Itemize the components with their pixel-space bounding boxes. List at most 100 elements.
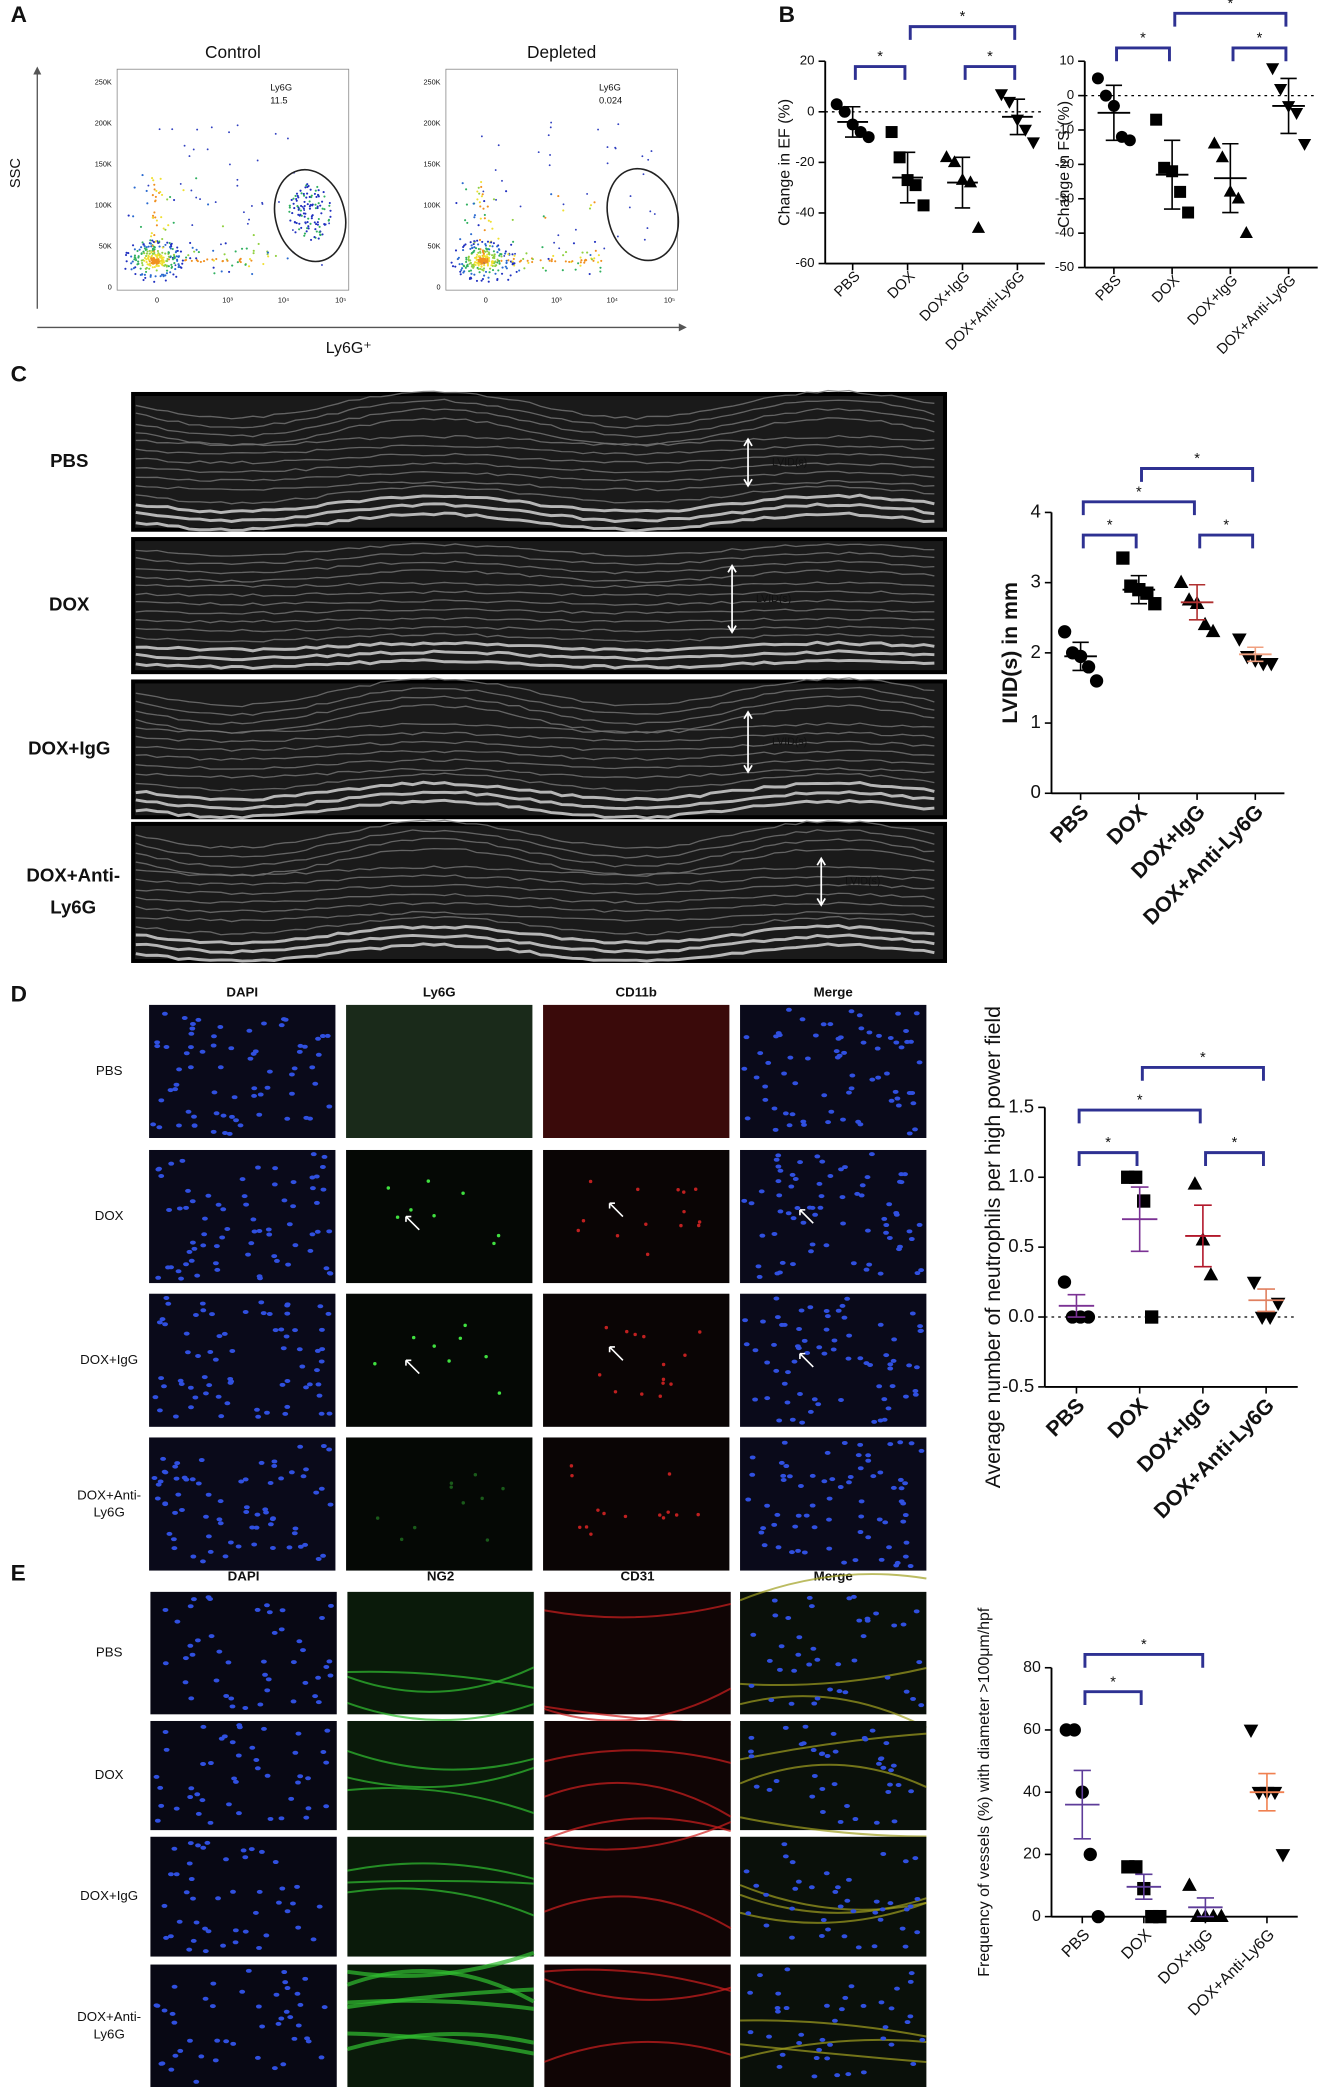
y-tick-label: 200K [423, 118, 440, 127]
nucleus [200, 1243, 207, 1248]
event-dot [481, 249, 484, 252]
event-dot [606, 162, 609, 165]
nucleus [832, 1749, 839, 1754]
nucleus [902, 1172, 908, 1177]
nucleus [830, 1347, 837, 1352]
nucleus [168, 2067, 175, 2072]
nucleus [271, 1630, 278, 1635]
event-dot [467, 259, 470, 262]
event-dot [649, 210, 652, 213]
nucleus [223, 1857, 229, 1862]
nucleus [753, 1075, 760, 1080]
nucleus [814, 1696, 821, 1701]
nucleus [222, 1554, 229, 1559]
data-point [1182, 1877, 1197, 1891]
event-dot [492, 198, 496, 201]
event-dot [137, 256, 140, 259]
nucleus [806, 1662, 813, 1667]
nucleus [789, 1550, 795, 1555]
nucleus [864, 1618, 871, 1623]
event-dot [154, 216, 157, 219]
nucleus [172, 1087, 179, 1092]
nucleus [174, 1461, 181, 1466]
nucleus [834, 1885, 841, 1890]
nucleus [912, 1127, 918, 1132]
nucleus [264, 1410, 270, 1415]
nucleus [292, 1243, 299, 1248]
nucleus [914, 1271, 921, 1276]
nucleus [903, 1540, 910, 1545]
data-point [1239, 225, 1253, 238]
event-dot [133, 258, 136, 261]
nucleus [893, 1040, 900, 1045]
nucleus [157, 1785, 164, 1790]
nucleus [743, 1869, 750, 1874]
arrow-head [678, 323, 687, 332]
nucleus [320, 1444, 327, 1449]
nucleus [218, 1414, 225, 1419]
nucleus [789, 1860, 796, 1865]
event-dot [494, 272, 497, 275]
stain-spot [589, 1532, 593, 1536]
nucleus [291, 1531, 298, 1536]
nucleus [210, 1129, 217, 1134]
event-dot [486, 240, 490, 243]
row-label: PBS [96, 1063, 123, 1078]
nucleus [838, 2007, 845, 2012]
event-dot [257, 242, 260, 246]
nucleus [292, 1750, 299, 1755]
nucleus [873, 1899, 880, 1904]
nucleus [216, 1517, 223, 1522]
nucleus [278, 1327, 285, 1332]
micrograph [149, 1293, 336, 1427]
arrow-head [816, 856, 826, 907]
event-dot [197, 251, 200, 254]
axis-label: Ly6G⁺ [326, 340, 372, 357]
event-dot [478, 192, 481, 195]
y-tick-label: 80 [1023, 1659, 1041, 1676]
nucleus [326, 1447, 333, 1452]
y-tick-label: 1.5 [1008, 1095, 1034, 1116]
stain-spot [642, 1334, 646, 1339]
event-dot [498, 248, 501, 252]
nucleus [281, 1198, 288, 1203]
nucleus [810, 1748, 817, 1753]
echo-trace [135, 590, 935, 597]
nucleus [812, 1033, 819, 1038]
nucleus [841, 1050, 847, 1055]
data-point [1081, 660, 1096, 674]
event-dot [154, 253, 157, 257]
event-dot [542, 215, 545, 218]
nucleus [223, 2039, 230, 2044]
nucleus [260, 1311, 267, 1316]
nucleus [906, 1091, 913, 1096]
nucleus [254, 1766, 261, 1771]
event-dot [221, 225, 225, 228]
nucleus [760, 1319, 766, 1324]
event-dot [488, 248, 491, 251]
y-tick-label: -50 [1055, 259, 1074, 274]
event-dot [220, 243, 222, 246]
event-dot [130, 268, 133, 271]
arrow-head [727, 563, 737, 634]
gate-label: Ly6G [270, 82, 292, 92]
nucleus [217, 1025, 224, 1030]
data-point [1232, 633, 1247, 647]
echo-trace [135, 790, 935, 811]
data-point [1174, 185, 1187, 198]
nucleus [902, 1513, 909, 1518]
pointer-arrow [608, 1202, 624, 1218]
nucleus [187, 2038, 193, 2043]
stain-spot [698, 1330, 702, 1334]
significance-bracket [1077, 1108, 1202, 1124]
event-dot [460, 267, 464, 270]
nucleus [816, 1345, 823, 1350]
event-dot [588, 272, 591, 276]
event-dot [172, 273, 175, 276]
nucleus [284, 1909, 291, 1914]
data-point [1231, 191, 1245, 204]
nucleus [777, 1209, 784, 1214]
nucleus [855, 1945, 862, 1950]
event-dot [151, 194, 154, 197]
nucleus [836, 1053, 843, 1058]
